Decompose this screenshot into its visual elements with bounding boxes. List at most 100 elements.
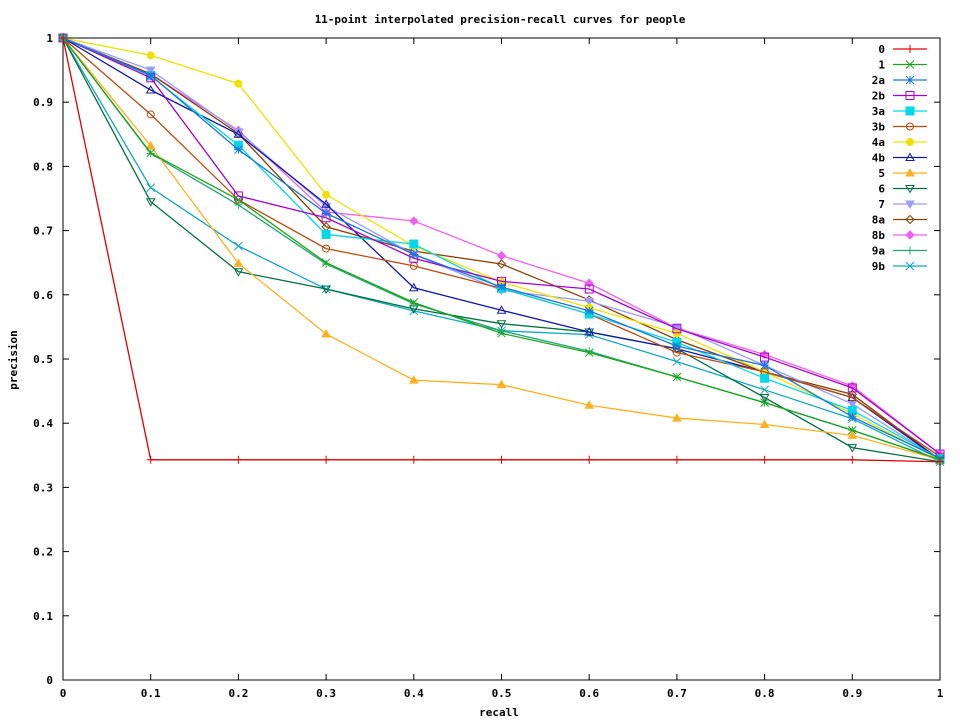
series-point xyxy=(584,306,594,316)
legend-label: 9b xyxy=(872,260,886,273)
series-point xyxy=(322,455,331,464)
x-tick-label: 0.3 xyxy=(316,687,336,700)
series-point xyxy=(497,328,506,338)
series-point xyxy=(760,373,770,383)
series-point xyxy=(847,383,857,393)
series-point xyxy=(906,45,914,53)
chart-title: 11-point interpolated precision-recall c… xyxy=(315,13,686,26)
series-point xyxy=(321,328,331,338)
series-point xyxy=(496,250,507,261)
y-axis-label: precision xyxy=(7,330,20,390)
series-point xyxy=(496,320,507,329)
series-point xyxy=(408,305,419,314)
legend-entry: 2b xyxy=(872,90,927,103)
series-point xyxy=(905,230,915,240)
series-point xyxy=(672,341,682,351)
legend-entry: 2a xyxy=(872,74,927,87)
series-line xyxy=(62,37,941,463)
series-point xyxy=(322,244,331,253)
legend-label: 1 xyxy=(878,59,885,72)
series-point xyxy=(584,400,595,409)
series-point xyxy=(497,455,506,464)
series-point xyxy=(905,152,915,161)
series-point xyxy=(905,214,915,225)
series-point xyxy=(322,190,331,199)
series-point xyxy=(760,398,769,408)
series-point xyxy=(234,241,243,251)
series-point xyxy=(496,305,507,314)
series-point xyxy=(760,361,769,370)
series-point xyxy=(408,282,419,292)
series-point xyxy=(906,246,914,255)
legend-entry: 4b xyxy=(872,152,927,165)
series-point xyxy=(234,455,243,464)
y-tick-label: 0 xyxy=(46,674,53,687)
series-line xyxy=(62,37,941,461)
x-tick-label: 0.9 xyxy=(842,687,862,700)
x-tick-label: 0 xyxy=(60,687,67,700)
legend-label: 4b xyxy=(872,152,886,165)
series-point xyxy=(906,138,914,146)
legend-entry: 9a xyxy=(872,245,927,258)
series-point xyxy=(145,84,156,94)
series-point xyxy=(233,128,244,137)
series-point xyxy=(905,91,915,100)
x-tick-label: 0.5 xyxy=(492,687,512,700)
series-point xyxy=(409,455,418,464)
series-point xyxy=(233,129,244,138)
x-tick-label: 1 xyxy=(937,687,944,700)
x-tick-label: 0.6 xyxy=(579,687,599,700)
series-point xyxy=(905,261,915,271)
legend-entry: 3b xyxy=(872,121,927,134)
legend-entry: 1 xyxy=(878,59,927,72)
y-tick-label: 0.6 xyxy=(33,289,53,302)
x-axis-label: recall xyxy=(479,706,519,719)
series-point xyxy=(848,393,857,402)
series-point xyxy=(409,250,419,259)
series-point xyxy=(233,268,244,277)
series-point xyxy=(321,258,331,268)
series-point xyxy=(409,239,419,249)
series-point xyxy=(847,430,858,439)
series-point xyxy=(585,455,594,464)
series-line xyxy=(62,37,941,461)
series-point xyxy=(496,259,507,269)
plot-frame xyxy=(62,37,941,681)
series-point xyxy=(905,106,915,116)
legend-label: 0 xyxy=(878,43,885,56)
legend-label: 3b xyxy=(872,121,886,134)
series-point xyxy=(234,79,243,88)
series-point xyxy=(146,455,155,464)
series-point xyxy=(672,413,682,422)
series-point xyxy=(408,375,419,384)
series-point xyxy=(234,200,243,209)
legend-label: 7 xyxy=(878,198,885,211)
series-point xyxy=(497,282,506,292)
series-point xyxy=(847,412,857,422)
y-tick-label: 0.8 xyxy=(33,160,53,173)
series-point xyxy=(584,284,594,294)
series-0 xyxy=(59,34,944,466)
x-tick-label: 0.7 xyxy=(667,687,687,700)
legend-label: 5 xyxy=(878,167,885,180)
series-point xyxy=(146,51,155,60)
series-point xyxy=(233,258,244,267)
x-tick-label: 0.2 xyxy=(228,687,248,700)
series-point xyxy=(759,419,770,428)
legend-entry: 3a xyxy=(872,105,927,118)
series-point xyxy=(585,347,594,356)
legend-entry: 9b xyxy=(872,260,927,273)
legend-entry: 8b xyxy=(872,229,927,242)
series-point xyxy=(905,200,915,210)
series-point xyxy=(760,352,770,362)
legend-entry: 6 xyxy=(878,183,927,196)
series-point xyxy=(906,122,914,131)
series-point xyxy=(145,140,156,150)
legend-label: 6 xyxy=(878,183,885,196)
series-point xyxy=(146,183,156,192)
series-point xyxy=(905,75,915,85)
series-point xyxy=(146,148,156,158)
y-tick-label: 0.7 xyxy=(33,225,53,238)
series-point xyxy=(496,379,507,389)
